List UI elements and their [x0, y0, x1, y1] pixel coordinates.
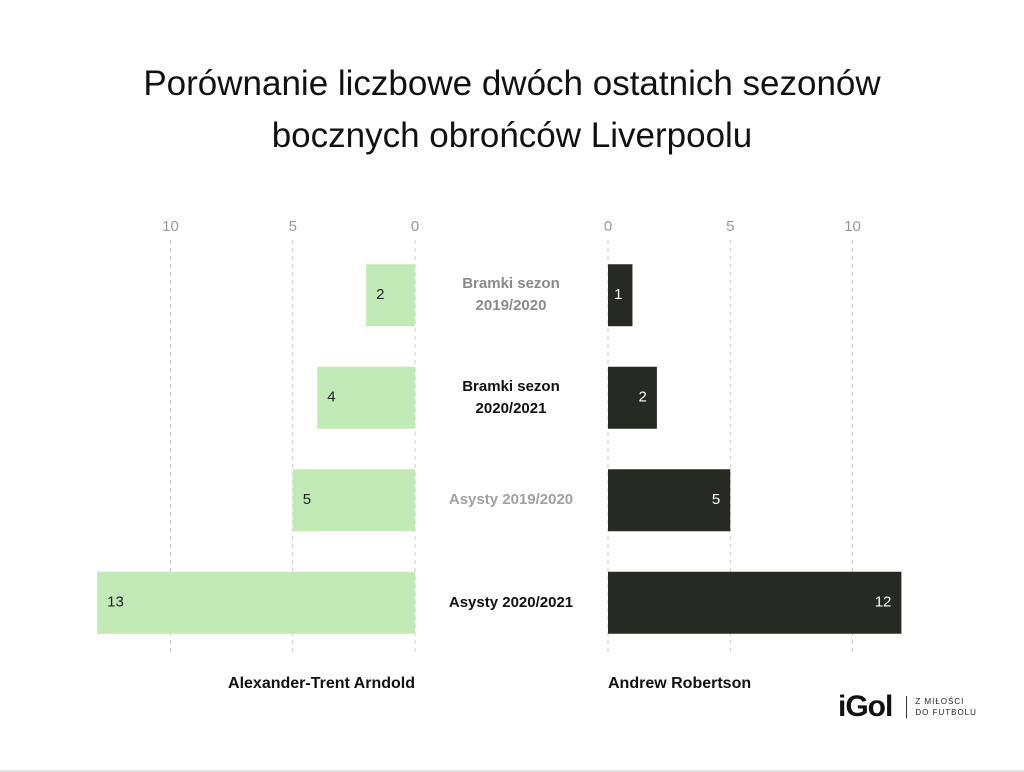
category-label: Bramki sezon 2020/2021 [462, 377, 560, 417]
logo: iGol Z MIŁOŚCI DO FUTBOLU [838, 690, 977, 724]
value-label: 2 [376, 286, 384, 303]
category-label: Bramki sezon 2019/2020 [462, 275, 560, 315]
x-tick-label: 10 [844, 218, 861, 235]
category-label: Asysty 2019/2020 [448, 491, 574, 509]
value-label: 13 [107, 594, 124, 611]
logo-tagline: Z MIŁOŚCI DO FUTBOLU [906, 696, 977, 718]
value-label: 1 [614, 286, 622, 303]
value-label: 4 [327, 389, 335, 406]
value-label: 12 [875, 594, 892, 611]
chart-title: Porównanie liczbowe dwóch ostatnich sezo… [143, 64, 881, 155]
series-name: Andrew Robertson [608, 675, 751, 692]
value-label: 5 [303, 491, 311, 508]
bar [292, 469, 415, 532]
bar [366, 264, 415, 327]
bar [608, 571, 902, 634]
x-tick-label: 5 [289, 218, 297, 235]
logo-name: iGol [838, 690, 893, 723]
x-tick-label: 10 [162, 218, 179, 235]
bar [317, 366, 415, 429]
x-tick-label: 0 [411, 218, 419, 235]
bar [608, 469, 731, 532]
value-label: 2 [639, 389, 647, 406]
bar [97, 571, 416, 634]
bar [608, 366, 657, 429]
logo-tagline-line: Z MIŁOŚCI [915, 697, 965, 706]
logo-tagline-line: DO FUTBOLU [915, 708, 977, 717]
x-tick-label: 0 [604, 218, 612, 235]
x-tick-label: 5 [726, 218, 734, 235]
series-name: Alexander-Trent Arndold [228, 675, 415, 692]
category-label: Asysty 2020/2021 [448, 593, 574, 611]
value-label: 5 [712, 491, 720, 508]
bar [608, 264, 633, 327]
